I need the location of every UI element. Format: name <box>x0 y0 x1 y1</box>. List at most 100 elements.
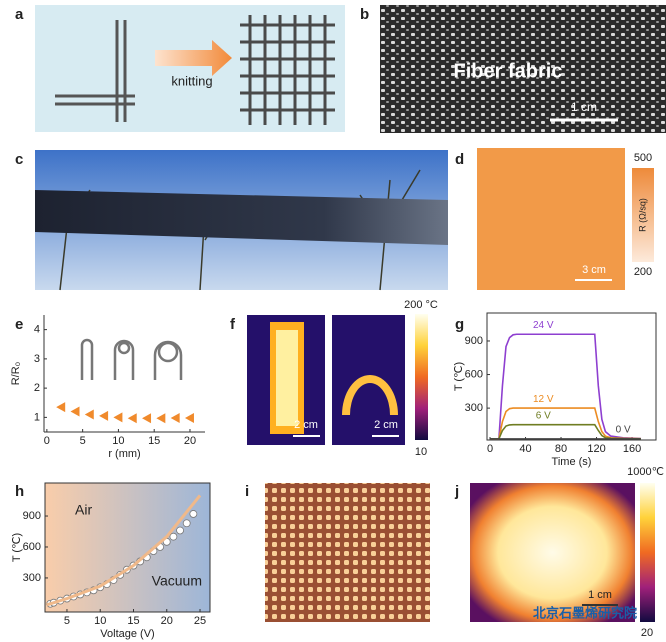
y-tick-label: 300 <box>23 572 41 584</box>
x-tick-label: 0 <box>44 435 50 447</box>
x-axis-label: Voltage (V) <box>100 628 154 640</box>
y-tick-label: 3 <box>34 353 40 365</box>
x-tick-label: 5 <box>64 615 70 627</box>
x-tick-label: 80 <box>555 443 567 455</box>
panel-label: j <box>454 483 459 500</box>
panel-label: i <box>245 483 249 500</box>
y-tick-label: 600 <box>465 368 483 380</box>
series-label: 0 V <box>616 425 631 436</box>
data-point <box>56 402 66 413</box>
thermal-heater <box>470 483 635 622</box>
series-label: 24 V <box>533 320 554 331</box>
data-point <box>176 526 184 535</box>
scale-label: 1 cm <box>571 100 597 114</box>
colorbar <box>415 314 428 440</box>
line-series <box>490 423 641 440</box>
colorbar-min: 10 <box>415 446 427 458</box>
arrow <box>155 40 232 76</box>
x-tick-label: 10 <box>94 615 106 627</box>
data-point <box>84 409 94 420</box>
x-tick-label: 40 <box>519 443 531 455</box>
x-tick-label: 160 <box>623 443 641 455</box>
chart: 5 10 15 20 25 300 600 900 Voltage (V) T (℃) Air Vac… <box>11 482 211 640</box>
panel-label: f <box>230 316 236 333</box>
panel-label: h <box>15 483 24 500</box>
x-axis-label: Time (s) <box>552 456 592 468</box>
colorbar <box>640 483 655 622</box>
panel-label: c <box>15 151 23 168</box>
data-point <box>170 412 180 423</box>
panel-label: b <box>360 6 369 23</box>
y-tick-label: 900 <box>465 335 483 347</box>
data-point <box>70 406 80 417</box>
y-tick-label: 900 <box>23 510 41 522</box>
data-point <box>142 413 152 424</box>
y-tick-label: 4 <box>34 324 40 336</box>
data-point <box>169 532 178 541</box>
chart: 0 40 80 120 160 300 600 900 Time (s) T (℃) 24 V 12 … <box>453 312 657 468</box>
scale-label: 3 cm <box>582 264 606 276</box>
woven-grid <box>240 15 335 125</box>
data-point <box>113 412 123 423</box>
fabric-caption: Fiber fabric <box>454 60 563 82</box>
y-axis-label: R/R₀ <box>10 362 22 386</box>
heater-photo <box>265 483 430 622</box>
y-tick-label: 1 <box>34 411 40 423</box>
scale-label: 1 cm <box>588 589 612 601</box>
y-tick-label: 600 <box>23 541 41 553</box>
arrow-label: knitting <box>171 73 212 88</box>
panel-label: e <box>15 316 23 333</box>
hot-core <box>276 330 298 426</box>
data-point <box>189 510 198 518</box>
colorbar-max: 200 °C <box>404 299 438 311</box>
fabric-photo <box>380 5 666 133</box>
data-point <box>99 410 109 421</box>
plot-frame <box>486 312 657 441</box>
fabric-strip <box>35 190 448 245</box>
panel-labels: a b c d e f g h i j <box>15 6 464 500</box>
x-tick-label: 20 <box>161 615 173 627</box>
single-fibers <box>55 20 135 122</box>
colorbar-max: 1000℃ <box>627 466 664 478</box>
fit-line <box>46 494 202 607</box>
colorbar-min: 200 <box>634 266 652 278</box>
chart: 0 5 10 15 20 1 2 3 4 r (mm) R/R₀ <box>10 315 205 460</box>
series-label: 6 V <box>536 410 551 421</box>
x-tick-label: 10 <box>112 435 124 447</box>
colorbar-min: 20 <box>641 627 653 639</box>
plot-frame <box>44 482 211 613</box>
x-axis-label: r (mm) <box>108 448 140 460</box>
x-tick-label: 25 <box>194 615 206 627</box>
series-label: 12 V <box>533 394 554 405</box>
bend-icons <box>80 338 183 380</box>
scale-label: 2 cm <box>294 419 318 431</box>
colorbar-max: 500 <box>634 152 652 164</box>
x-tick-label: 20 <box>184 435 196 447</box>
y-axis-label: T (℃) <box>453 362 465 391</box>
data-point <box>156 413 166 424</box>
colorbar-label: R (Ω/sq) <box>637 198 647 232</box>
panel-label: g <box>455 316 464 333</box>
region-label: Vacuum <box>152 573 202 589</box>
y-tick-label: 300 <box>465 402 483 414</box>
y-tick-label: 2 <box>34 382 40 394</box>
plot-background <box>45 483 210 612</box>
y-axis-label: T (℃) <box>11 533 23 562</box>
data-point <box>127 413 137 424</box>
film-photo <box>477 148 625 290</box>
line-series <box>490 407 641 440</box>
scale-label: 2 cm <box>374 419 398 431</box>
data-point <box>184 412 194 423</box>
x-tick-label: 5 <box>80 435 86 447</box>
watermark: 北京石墨烯研究院 <box>533 605 637 620</box>
data-point <box>182 519 191 528</box>
region-label: Air <box>75 502 92 518</box>
x-tick-label: 120 <box>587 443 605 455</box>
colorbar <box>632 168 654 262</box>
hot-arc <box>342 375 398 415</box>
line-series <box>490 333 641 440</box>
panel-label: d <box>455 151 464 168</box>
panel-label: a <box>15 6 24 23</box>
x-tick-label: 0 <box>487 443 493 455</box>
